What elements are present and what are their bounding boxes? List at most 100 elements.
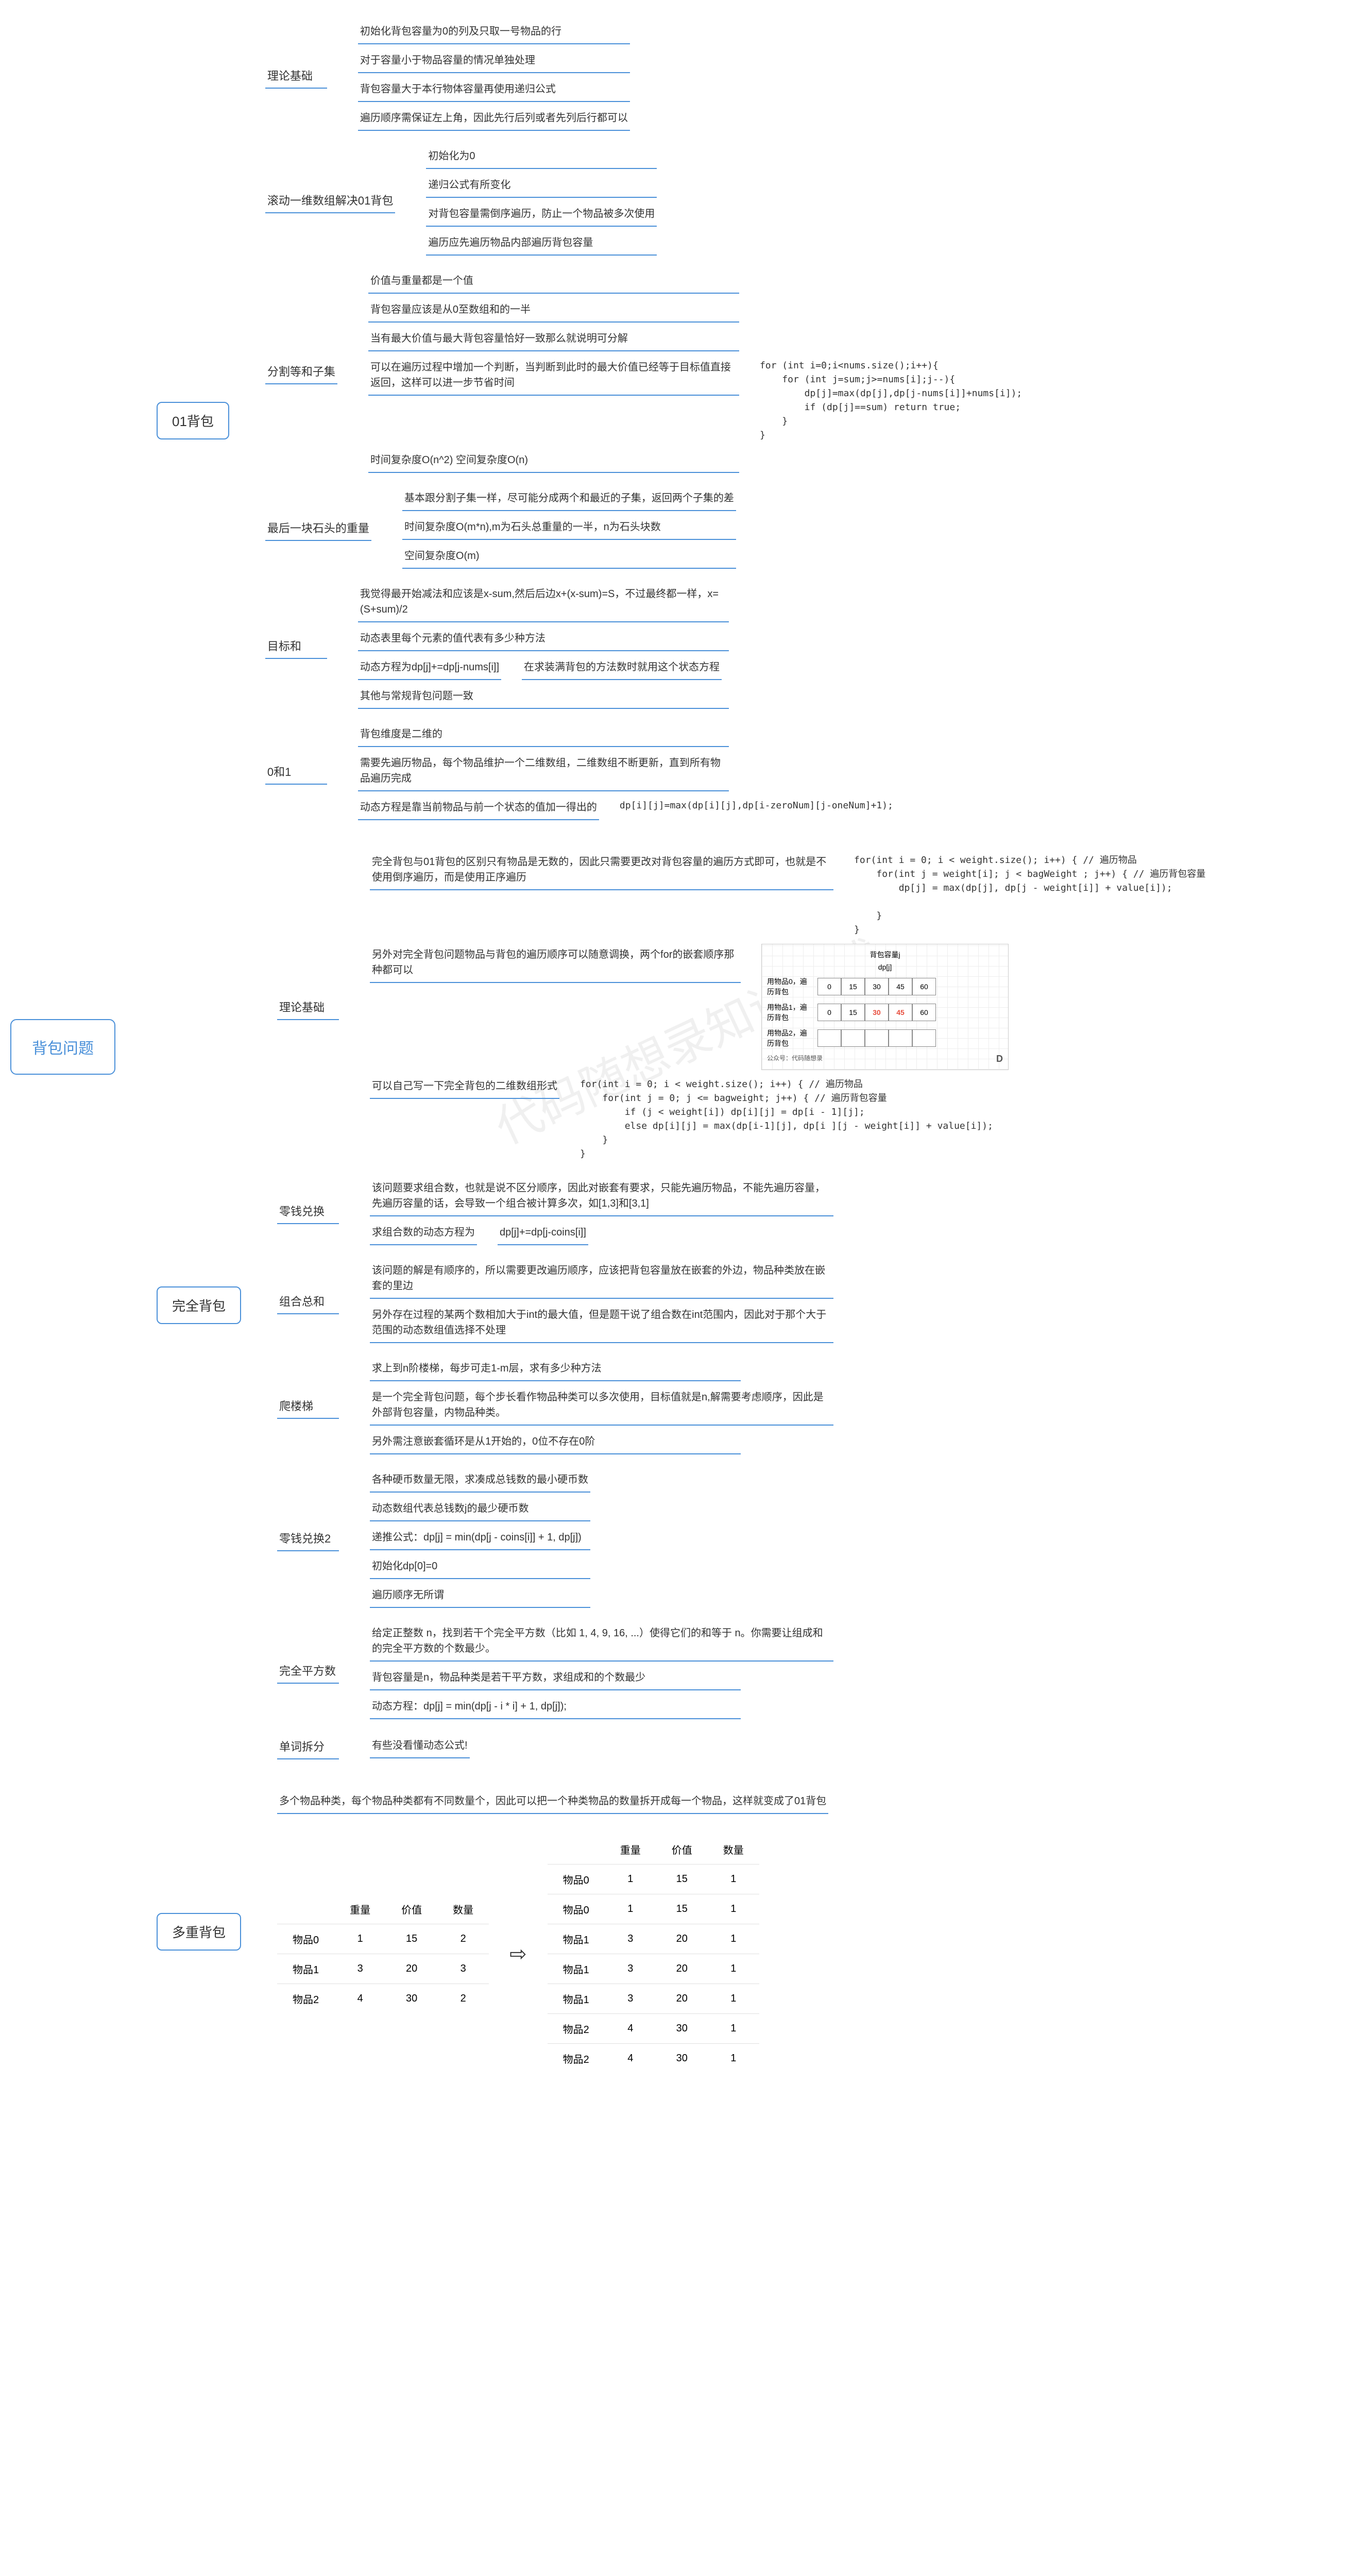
leaf: 可以自己写一下完全背包的二维数组形式: [370, 1075, 559, 1099]
code-snippet: for(int i = 0; i < weight.size(); i++) {…: [580, 1075, 993, 1163]
leaf: 递归公式有所变化: [426, 174, 657, 198]
leaf: 遍历顺序需保证左上角，因此先行后列或者先列后行都可以: [358, 107, 630, 131]
leaves: 价值与重量都是一个值 背包容量应该是从0至数组和的一半 当有最大价值与最大背包容…: [368, 270, 1022, 473]
table-cell: 1: [605, 1894, 656, 1924]
leaf: 对背包容量需倒序遍历，防止一个物品被多次使用: [426, 203, 657, 227]
dp-cell: 30: [865, 1004, 889, 1021]
table-cell: 1: [708, 2044, 759, 2074]
multi-tables: 重量价值数量物品01152物品13203物品24302 ⇨ 重量价值数量物品01…: [277, 1835, 828, 2073]
table-row: 物品01151: [548, 1894, 759, 1924]
table-cell: 物品2: [548, 2014, 605, 2044]
leaf: 空间复杂度O(m): [402, 545, 736, 569]
leaves: 有些没看懂动态公式!: [370, 1735, 470, 1758]
leaf: 多个物品种类，每个物品种类都有不同数量个，因此可以把一个种类物品的数量拆开成每一…: [277, 1790, 828, 1814]
leaf: 初始化背包容量为0的列及只取一号物品的行: [358, 21, 630, 44]
table-cell: 3: [605, 1924, 656, 1954]
subs-01: 理论基础 初始化背包容量为0的列及只取一号物品的行 对于容量小于物品容量的情况单…: [265, 21, 1022, 820]
table-cell: 物品0: [548, 1894, 605, 1924]
sub-climb-stairs: 爬楼梯 求上到n阶楼梯，每步可走1-m层，求有多少种方法 是一个完全背包问题，每…: [277, 1358, 1205, 1454]
leaves: 背包维度是二维的 需要先遍历物品，每个物品维护一个二维数组，二维数组不断更新，直…: [358, 723, 893, 820]
sub-label: 理论基础: [265, 63, 327, 89]
table-row: 物品13201: [548, 1924, 759, 1954]
leaf: 各种硬币数量无限，求凑成总钱数的最小硬币数: [370, 1469, 590, 1493]
leaf: 遍历顺序无所谓: [370, 1584, 590, 1608]
leaf: 背包容量是n，物品种类是若干平方数，求组成和的个数最少: [370, 1667, 741, 1690]
leaf-row: 动态方程是靠当前物品与前一个状态的值加一得出的 dp[i][j]=max(dp[…: [358, 796, 893, 820]
leaf: 动态表里每个元素的值代表有多少种方法: [358, 628, 729, 651]
sub-theory: 理论基础 初始化背包容量为0的列及只取一号物品的行 对于容量小于物品容量的情况单…: [265, 21, 1022, 131]
leaves: 初始化背包容量为0的列及只取一号物品的行 对于容量小于物品容量的情况单独处理 背…: [358, 21, 630, 131]
dp-cells: 015304560: [817, 978, 936, 995]
sub-partition-subset: 分割等和子集 价值与重量都是一个值 背包容量应该是从0至数组和的一半 当有最大价…: [265, 270, 1022, 473]
leaf: 是一个完全背包问题，每个步长看作物品种类可以多次使用，目标值就是n,解需要考虑顺…: [370, 1386, 833, 1426]
table-cell: 4: [605, 2014, 656, 2044]
dp-row-label: 用物品0，遍历背包: [767, 976, 813, 997]
table-cell: 物品0: [548, 1865, 605, 1894]
table-cell: 物品1: [548, 1924, 605, 1954]
table-header: 价值: [386, 1894, 437, 1924]
table-cell: 1: [708, 1865, 759, 1894]
dp-cells: 015304560: [817, 1004, 936, 1021]
dp-cell: [912, 1029, 936, 1047]
table-cell: 2: [437, 1924, 489, 1954]
leaf: 动态方程：dp[j] = min(dp[j - i * i] + 1, dp[j…: [370, 1696, 741, 1719]
dp-cells: [817, 1029, 936, 1047]
leaf: 可以在遍历过程中增加一个判断，当判断到此时的最大价值已经等于目标值直接返回，这样…: [368, 357, 739, 396]
dp-cell: 60: [912, 1004, 936, 1021]
branch-label-complete: 完全背包: [157, 1286, 241, 1324]
table-cell: 30: [386, 1984, 437, 2014]
table-cell: 1: [708, 2014, 759, 2044]
leaf-row: 完全背包与01背包的区别只有物品是无数的，因此只需要更改对背包容量的遍历方式即可…: [370, 851, 1205, 939]
leaf: 基本跟分割子集一样，尽可能分成两个和最近的子集，返回两个子集的差: [402, 487, 736, 511]
sub-label: 爬楼梯: [277, 1393, 339, 1419]
code-snippet: dp[i][j]=max(dp[i][j],dp[i-zeroNum][j-on…: [620, 796, 893, 815]
sub-label: 零钱兑换2: [277, 1526, 339, 1551]
table-cell: 1: [708, 1894, 759, 1924]
sub-label: 零钱兑换: [277, 1198, 339, 1224]
table-cell: 1: [334, 1924, 386, 1954]
dp-cell: 30: [865, 978, 889, 995]
dp-row: 用物品2，遍历背包: [767, 1028, 1003, 1048]
table-cell: 20: [656, 1954, 708, 1984]
table-cell: 30: [656, 2014, 708, 2044]
leaf: 背包容量应该是从0至数组和的一半: [368, 299, 739, 323]
leaf-row: 动态方程为dp[j]+=dp[j-nums[i]] 在求装满背包的方法数时就用这…: [358, 656, 729, 680]
sub-theory2: 理论基础 完全背包与01背包的区别只有物品是无数的，因此只需要更改对背包容量的遍…: [277, 851, 1205, 1163]
table-after: 重量价值数量物品01151物品01151物品13201物品13201物品1320…: [548, 1835, 759, 2073]
sub-label: 最后一块石头的重量: [265, 515, 371, 541]
leaf: 动态数组代表总钱数j的最少硬币数: [370, 1498, 590, 1521]
multi-content: 多个物品种类，每个物品种类都有不同数量个，因此可以把一个种类物品的数量拆开成每一…: [277, 1790, 828, 2073]
leaf: 动态方程是靠当前物品与前一个状态的值加一得出的: [358, 796, 599, 820]
sub-last-stone: 最后一块石头的重量 基本跟分割子集一样，尽可能分成两个和最近的子集，返回两个子集…: [265, 487, 1022, 569]
leaf: 其他与常规背包问题一致: [358, 685, 729, 709]
table-cell: 1: [708, 1984, 759, 2014]
dp-cell: 60: [912, 978, 936, 995]
leaf: 初始化为0: [426, 145, 657, 169]
table-cell: 物品0: [277, 1924, 334, 1954]
leaf: 初始化dp[0]=0: [370, 1555, 590, 1579]
table-cell: 4: [334, 1984, 386, 2014]
leaf: 求组合数的动态方程为: [370, 1222, 477, 1245]
dp-title: 背包容量j: [767, 950, 1003, 960]
branch-label-multi: 多重背包: [157, 1913, 241, 1951]
leaf: 对于容量小于物品容量的情况单独处理: [358, 49, 630, 73]
table-cell: 3: [605, 1954, 656, 1984]
leaf: 完全背包与01背包的区别只有物品是无数的，因此只需要更改对背包容量的遍历方式即可…: [370, 851, 833, 890]
dp-footer-left: 公众号：代码随想录: [767, 1054, 823, 1064]
leaves: 给定正整数 n，找到若干个完全平方数（比如 1, 4, 9, 16, ...）使…: [370, 1622, 833, 1719]
code-snippet: for (int i=0;i<nums.size();i++){ for (in…: [760, 357, 1022, 444]
table-cell: 物品1: [548, 1954, 605, 1984]
leaf: 给定正整数 n，找到若干个完全平方数（比如 1, 4, 9, 16, ...）使…: [370, 1622, 833, 1662]
leaf: 价值与重量都是一个值: [368, 270, 739, 294]
leaves: 完全背包与01背包的区别只有物品是无数的，因此只需要更改对背包容量的遍历方式即可…: [370, 851, 1205, 1163]
leaf: 背包容量大于本行物体容量再使用递归公式: [358, 78, 630, 102]
dp-row-label: 用物品1，遍历背包: [767, 1002, 813, 1023]
table-header: 数量: [708, 1835, 759, 1865]
leaf: 另外存在过程的某两个数相加大于int的最大值，但是题干说了组合数在int范围内，…: [370, 1304, 833, 1343]
leaves: 求上到n阶楼梯，每步可走1-m层，求有多少种方法 是一个完全背包问题，每个步长看…: [370, 1358, 833, 1454]
table-cell: 20: [656, 1924, 708, 1954]
sub-coin-change: 零钱兑换 该问题要求组合数，也就是说不区分顺序，因此对嵌套有要求，只能先遍历物品…: [277, 1177, 1205, 1245]
dp-cell: [865, 1029, 889, 1047]
dp-diagram: 背包容量j dp[j] 用物品0，遍历背包015304560用物品1，遍历背包0…: [761, 944, 1009, 1070]
table-row: 物品13201: [548, 1954, 759, 1984]
